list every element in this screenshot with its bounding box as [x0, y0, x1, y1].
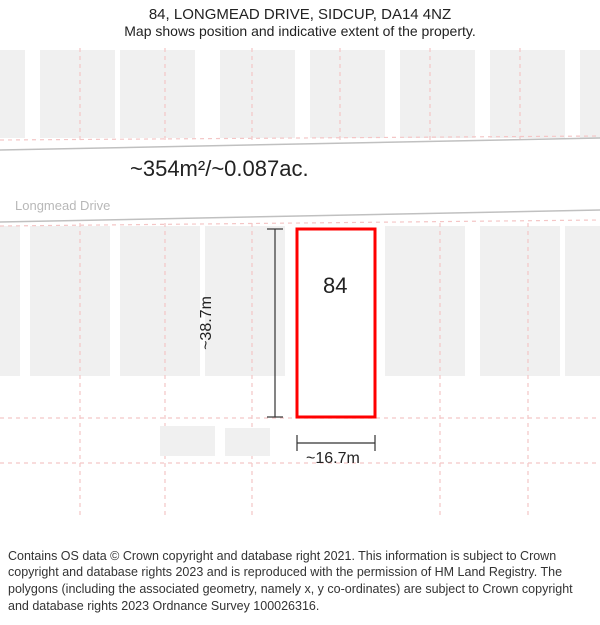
page-title: 84, LONGMEAD DRIVE, SIDCUP, DA14 4NZ — [10, 6, 590, 23]
area-label: ~354m²/~0.087ac. — [130, 156, 309, 182]
width-dimension-label: ~16.7m — [306, 450, 360, 468]
copyright-footer: Contains OS data © Crown copyright and d… — [0, 542, 600, 625]
plot-number-label: 84 — [323, 273, 347, 299]
property-map: ~354m²/~0.087ac. 84 ~38.7m ~16.7m Longme… — [0, 48, 600, 518]
height-dimension-label: ~38.7m — [198, 296, 216, 350]
road-label-left: Longmead Drive — [15, 198, 110, 213]
map-svg — [0, 48, 600, 518]
page-subtitle: Map shows position and indicative extent… — [10, 23, 590, 39]
header: 84, LONGMEAD DRIVE, SIDCUP, DA14 4NZ Map… — [0, 0, 600, 41]
